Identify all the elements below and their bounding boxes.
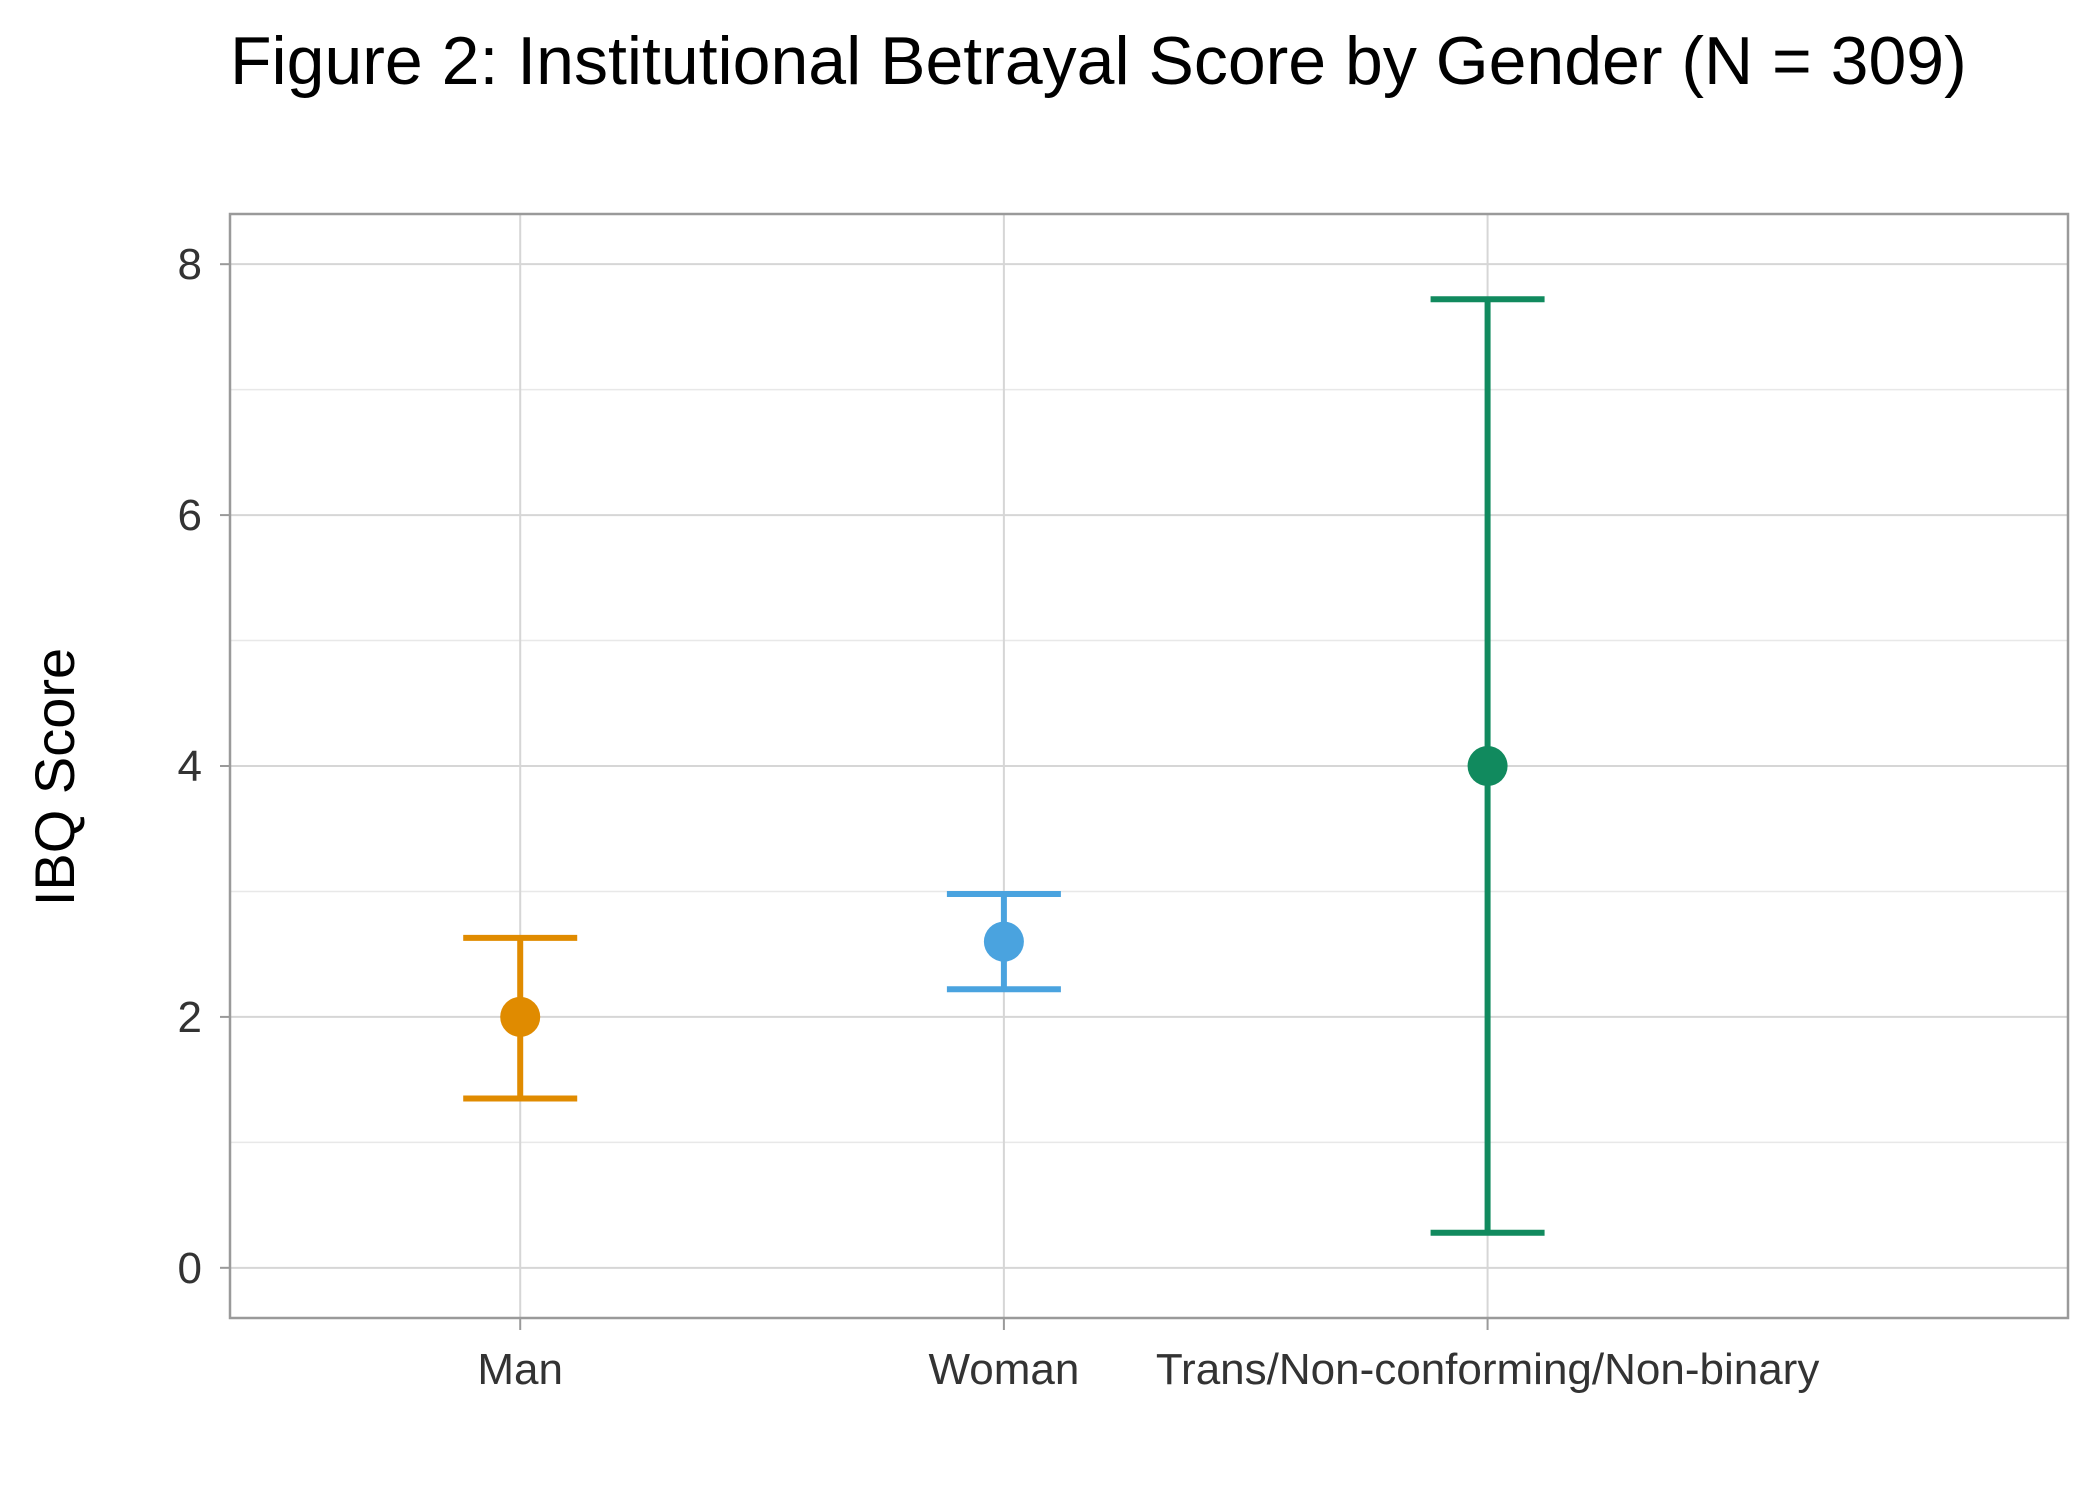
y-tick-label: 6: [178, 491, 202, 540]
plot-area: 0 2 4 6 8 Man Woman Trans/Non-conforming/Non-bi…: [178, 212, 2070, 1394]
mean-point-1: [983, 921, 1024, 962]
x-tick-label: Woman: [928, 1345, 1079, 1394]
panel-border: [228, 212, 2070, 1320]
y-axis-title: IBQ Score: [23, 648, 86, 906]
mean-point-0: [500, 996, 541, 1037]
y-tick-label: 4: [178, 742, 202, 791]
mean-point-2: [1467, 746, 1508, 786]
y-tick-label: 8: [178, 240, 202, 289]
y-tick-label: 2: [178, 993, 202, 1042]
y-tick-label: 0: [178, 1244, 202, 1293]
chart-title: Figure 2: Institutional Betrayal Score b…: [230, 23, 1967, 99]
x-tick-label: Trans/Non-conforming/Non-binary: [1156, 1345, 1820, 1394]
x-tick-label: Man: [477, 1345, 563, 1394]
